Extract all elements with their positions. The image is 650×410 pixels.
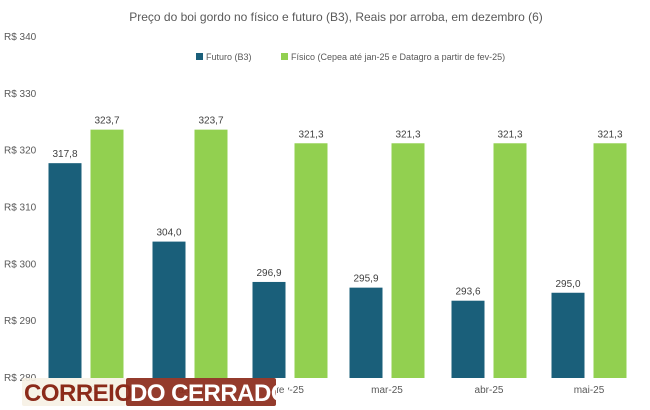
y-tick-label: R$ 290 — [4, 316, 37, 327]
data-label-fisico-mai-25: 321,3 — [597, 129, 622, 140]
y-tick-label: R$ 310 — [4, 203, 37, 214]
bar-fisico-abr-25 — [493, 143, 527, 378]
x-tick-label: mai-25 — [574, 385, 605, 396]
y-tick-label: R$ 340 — [4, 32, 37, 43]
data-label-fisico-mar-25: 321,3 — [395, 129, 420, 140]
bar-fisico-fev-25 — [294, 143, 328, 378]
data-label-futuro-dez-24: 317,8 — [52, 149, 77, 160]
bar-fisico-dez-24 — [90, 129, 124, 378]
data-label-fisico-abr-25: 321,3 — [497, 129, 522, 140]
y-tick-label: R$ 300 — [4, 259, 37, 270]
bar-futuro-mar-25 — [349, 287, 383, 378]
data-label-futuro-abr-25: 293,6 — [455, 287, 480, 298]
legend-label-futuro: Futuro (B3) — [206, 52, 252, 62]
logo-text-sub: DO CERRADO — [130, 380, 289, 407]
bar-fisico-mar-25 — [391, 143, 425, 378]
x-tick-label: fev-25 — [276, 385, 304, 396]
y-tick-label: R$ 280 — [4, 373, 37, 384]
logo-text-main: CORREIO — [24, 380, 133, 407]
correio-do-cerrado-logo: CORREIO DO CERRADO — [22, 378, 290, 407]
data-label-futuro-fev-25: 296,9 — [256, 268, 281, 279]
y-axis: R$ 280 R$ 290 R$ 300 R$ 310 R$ 320 R$ 330 R$ 3… — [4, 32, 37, 384]
bar-fisico-mai-25 — [593, 143, 627, 378]
y-tick-label: R$ 330 — [4, 89, 37, 100]
bar-futuro-mai-25 — [551, 292, 585, 378]
data-label-fisico-dez-24: 323,7 — [94, 116, 119, 127]
bar-futuro-dez-24 — [48, 163, 82, 378]
data-label-futuro-jan-25: 304,0 — [156, 228, 181, 239]
data-label-fisico-fev-25: 321,3 — [298, 129, 323, 140]
y-tick-label: R$ 320 — [4, 146, 37, 157]
legend-swatch-futuro — [196, 53, 203, 60]
legend-swatch-fisico — [281, 53, 288, 60]
bar-futuro-jan-25 — [152, 241, 186, 378]
x-tick-label: abr-25 — [475, 385, 504, 396]
bar-futuro-abr-25 — [451, 300, 485, 378]
bar-futuro-fev-25 — [252, 281, 286, 378]
data-labels: 317,8 323,7 304,0 323,7 296,9 321,3 295,9 321,3… — [52, 116, 622, 298]
legend-label-fisico: Físico (Cepea até jan-25 e Datagro a par… — [291, 52, 505, 62]
data-label-fisico-jan-25: 323,7 — [198, 116, 223, 127]
bars — [48, 129, 627, 378]
chart-title: Preço do boi gordo no físico e futuro (B… — [129, 10, 543, 24]
legend: Futuro (B3) Físico (Cepea até jan-25 e D… — [196, 52, 505, 62]
data-label-futuro-mai-25: 295,0 — [555, 279, 580, 290]
bar-fisico-jan-25 — [194, 129, 228, 378]
data-label-futuro-mar-25: 295,9 — [353, 274, 378, 285]
x-tick-label: mar-25 — [371, 385, 403, 396]
